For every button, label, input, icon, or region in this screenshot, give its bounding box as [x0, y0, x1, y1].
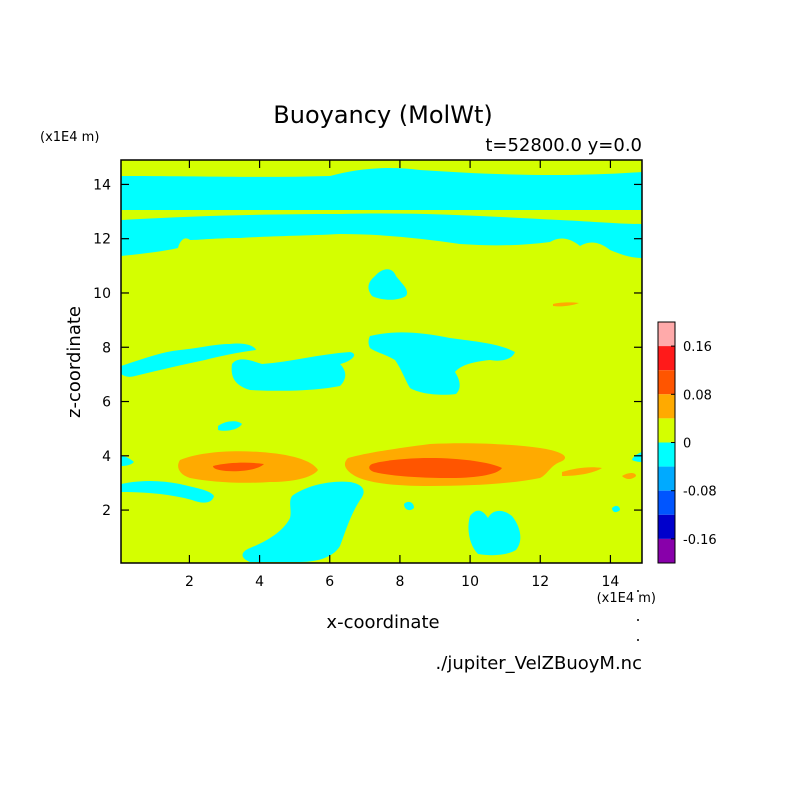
y-tick-label: 12: [93, 232, 111, 248]
region-cold-patch-x10: [468, 510, 521, 556]
dot-mark: [637, 639, 639, 641]
colorbar: 0.16 0.08 0 -0.08 -0.16: [657, 321, 717, 564]
region-warm-streak-z10: [553, 302, 579, 307]
colorbar-swatch: [658, 370, 675, 395]
y-axis: 2 4 6 8 10 12 14: [93, 177, 642, 519]
colorbar-tick-label: 0.08: [683, 388, 712, 403]
y-unit-label: (x1E4 m): [40, 130, 99, 145]
colorbar-tick-label: 0.16: [683, 340, 712, 355]
x-unit-label: (x1E4 m): [597, 591, 656, 606]
contour-regions: [121, 168, 642, 562]
plot-frame: [120, 159, 643, 564]
colorbar-tick-label: 0: [683, 437, 691, 452]
x-tick-label: 6: [325, 574, 334, 590]
region-patch-x5.5-z7: [231, 352, 355, 391]
region-band-z12: [121, 213, 642, 258]
dot-mark: [637, 590, 639, 592]
region-patch-x10-z8: [368, 332, 515, 395]
y-tick-label: 10: [93, 286, 111, 302]
y-axis-label: z-coordinate: [64, 306, 85, 418]
region-warm-core-center: [369, 458, 502, 478]
region-warm-streak-right: [562, 467, 636, 479]
colorbar-swatch: [658, 418, 675, 443]
region-upper-band: [121, 168, 642, 210]
x-tick-label: 10: [461, 574, 479, 590]
colorbar-swatch: [658, 394, 675, 419]
y-tick-label: 2: [102, 503, 111, 519]
x-tick-label: 8: [395, 574, 404, 590]
y-tick-label: 6: [102, 395, 111, 411]
region-cold-edge-left-z3.9: [121, 456, 134, 466]
y-tick-label: 8: [102, 340, 111, 356]
source-filename: ./jupiter_VelZBuoyM.nc: [436, 653, 642, 674]
y-tick-label: 4: [102, 449, 111, 465]
region-patch-x7.8-z10.5: [368, 269, 408, 300]
region-cold-dot-x8.4: [404, 501, 414, 511]
colorbar-swatch: [658, 466, 675, 491]
x-tick-label: 2: [185, 574, 194, 590]
chart-subtitle: t=52800.0 y=0.0: [485, 135, 642, 156]
region-cold-dot-x14.3: [612, 505, 620, 513]
x-axis: 2 4 6 8 10 12 14: [185, 160, 619, 590]
colorbar-tick-label: -0.16: [683, 533, 717, 548]
region-cold-strip-z2.8: [121, 481, 214, 503]
x-tick-label: 14: [602, 574, 620, 590]
x-tick-label: 12: [531, 574, 549, 590]
chart-title: Buoyancy (MolWt): [273, 101, 492, 129]
region-patch-small-z5.2: [218, 421, 242, 431]
region-warm-core-left: [213, 462, 264, 472]
colorbar-swatch: [658, 490, 675, 515]
region-cold-plume-x6: [242, 481, 364, 562]
dot-mark: [637, 619, 639, 621]
colorbar-swatch: [658, 322, 675, 347]
colorbar-swatch: [658, 442, 675, 467]
colorbar-swatch: [658, 346, 675, 371]
region-patch-left-z7.5: [121, 343, 256, 377]
y-tick-label: 14: [93, 177, 111, 193]
x-tick-label: 4: [255, 574, 264, 590]
region-cold-edge-right-z3.9: [632, 452, 642, 462]
decorative-marks: [637, 590, 639, 641]
x-axis-label: x-coordinate: [326, 612, 439, 633]
colorbar-tick-label: -0.08: [683, 485, 717, 500]
colorbar-swatch: [658, 514, 675, 539]
colorbar-swatch: [658, 538, 675, 563]
